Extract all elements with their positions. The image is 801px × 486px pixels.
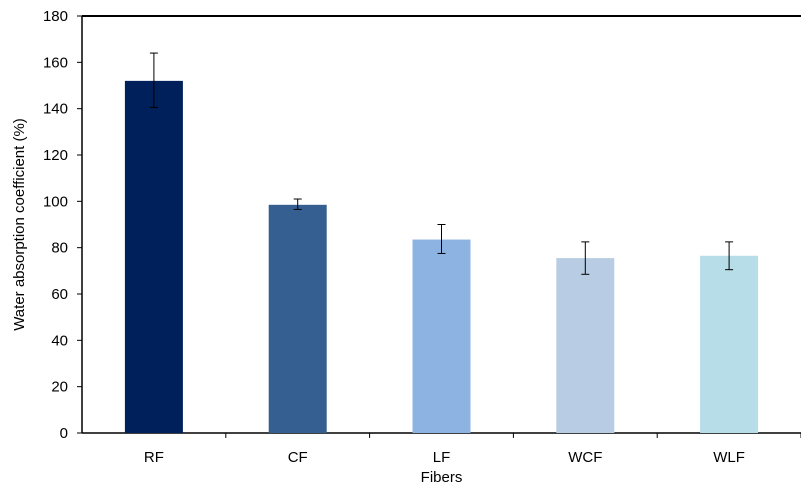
y-tick-label: 60 xyxy=(51,286,68,303)
y-tick-label: 120 xyxy=(43,147,68,164)
x-tick-label: RF xyxy=(144,449,164,466)
error-bar-lf xyxy=(437,224,446,254)
bar-cf xyxy=(268,204,327,433)
y-tick-label: 20 xyxy=(51,379,68,396)
x-tick-label: CF xyxy=(288,449,308,466)
error-bar-wlf xyxy=(725,241,734,271)
x-axis-title: Fibers xyxy=(421,469,463,486)
error-bar-wcf xyxy=(581,241,590,275)
y-tick-label: 40 xyxy=(51,332,68,349)
y-tick-label: 0 xyxy=(60,425,68,442)
bar-wlf xyxy=(700,255,759,433)
x-axis: RF CF LF WCF WLF xyxy=(144,433,801,466)
y-tick-label: 100 xyxy=(43,193,68,210)
x-tick-label: WCF xyxy=(568,449,602,466)
y-axis: 0 20 40 60 80 100 120 140 160 180 xyxy=(43,8,82,442)
bar-wcf xyxy=(556,258,615,433)
x-tick-label: LF xyxy=(433,449,451,466)
x-tick-label: WLF xyxy=(713,449,745,466)
error-bar-rf xyxy=(149,52,158,109)
y-tick-label: 140 xyxy=(43,101,68,118)
y-tick-label: 80 xyxy=(51,240,68,257)
y-tick-label: 160 xyxy=(43,54,68,71)
bars xyxy=(124,80,759,433)
bar-rf xyxy=(124,80,183,433)
y-tick-label: 180 xyxy=(43,8,68,25)
error-bar-cf xyxy=(293,198,302,210)
y-axis-title: Water absorption coefficient (%) xyxy=(11,118,28,331)
error-bars xyxy=(149,52,734,275)
bar-lf xyxy=(412,239,471,433)
